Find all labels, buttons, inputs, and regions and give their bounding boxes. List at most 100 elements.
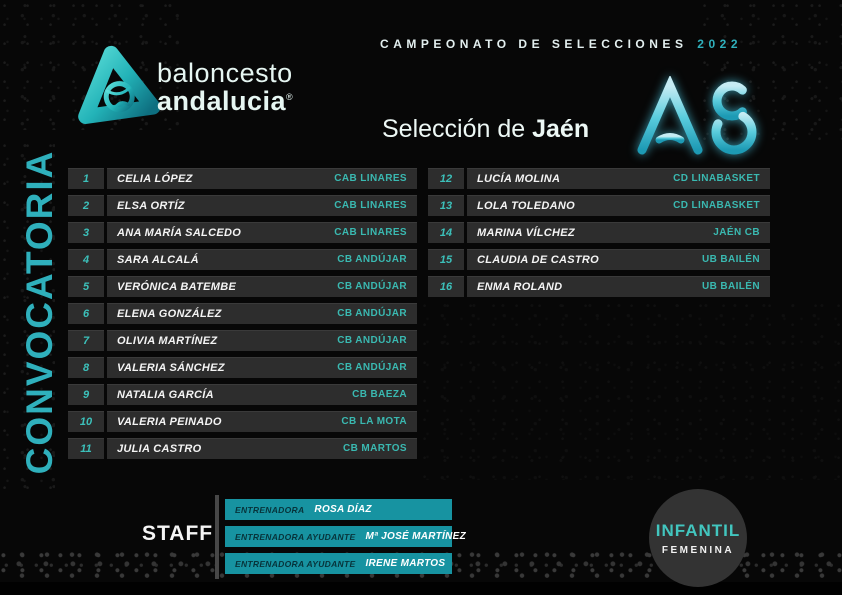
- player-number: 9: [68, 384, 104, 405]
- player-name: ELENA GONZÁLEZ: [117, 307, 222, 320]
- player-number: 7: [68, 330, 104, 351]
- player-number: 2: [68, 195, 104, 216]
- category-badge: INFANTIL FEMENINA: [649, 489, 747, 587]
- player-club: UB BAILÉN: [701, 281, 760, 292]
- player-bar: CLAUDIA DE CASTRO UB BAILÉN: [467, 249, 770, 270]
- player-number: 15: [428, 249, 464, 270]
- player-bar: LUCÍA MOLINA CD LINABASKET: [467, 168, 770, 189]
- roster-row: 10 VALERIA PEINADO CB LA MOTA: [68, 411, 417, 432]
- player-number: 4: [68, 249, 104, 270]
- roster-row: 1 CELIA LÓPEZ CAB LINARES: [68, 168, 417, 189]
- baloncesto-andalucia-logo-icon: [60, 40, 172, 141]
- selection-team-name: Jaén: [532, 115, 590, 143]
- player-name: NATALIA GARCÍA: [117, 388, 214, 401]
- player-number: 6: [68, 303, 104, 324]
- player-bar: VALERIA PEINADO CB LA MOTA: [107, 411, 417, 432]
- player-bar: ELSA ORTÍZ CAB LINARES: [107, 195, 417, 216]
- staff-divider: [215, 495, 219, 579]
- staff-member-name: Mª JOSÉ MARTÍNEZ: [365, 531, 466, 542]
- roster-row: 16 ENMA ROLAND UB BAILÉN: [428, 276, 770, 297]
- player-club: CAB LINARES: [334, 200, 407, 211]
- category-gender: FEMENINA: [661, 544, 735, 556]
- campeonato-header: CAMPEONATO DE SELECCIONES 2022: [380, 37, 742, 51]
- player-bar: SARA ALCALÁ CB ANDÚJAR: [107, 249, 417, 270]
- player-number: 12: [428, 168, 464, 189]
- player-club: CAB LINARES: [334, 173, 407, 184]
- player-number: 13: [428, 195, 464, 216]
- player-name: ENMA ROLAND: [477, 280, 563, 293]
- convocatoria-vertical-label: CONVOCATORIA: [19, 149, 60, 475]
- staff-role-label: ENTRENADORA AYUDANTE: [235, 558, 356, 569]
- roster-row: 8 VALERIA SÁNCHEZ CB ANDÚJAR: [68, 357, 417, 378]
- campeonato-label: CAMPEONATO DE SELECCIONES: [380, 37, 688, 51]
- roster-row: 5 VERÓNICA BATEMBE CB ANDÚJAR: [68, 276, 417, 297]
- roster-row: 4 SARA ALCALÁ CB ANDÚJAR: [68, 249, 417, 270]
- player-bar: NATALIA GARCÍA CB BAEZA: [107, 384, 417, 405]
- roster-row: 6 ELENA GONZÁLEZ CB ANDÚJAR: [68, 303, 417, 324]
- staff-role-label: ENTRENADORA AYUDANTE: [235, 531, 356, 542]
- category-level: INFANTIL: [655, 520, 741, 540]
- player-name: OLIVIA MARTÍNEZ: [117, 334, 218, 347]
- player-club: CD LINABASKET: [673, 200, 760, 211]
- roster-row: 2 ELSA ORTÍZ CAB LINARES: [68, 195, 417, 216]
- player-name: LUCÍA MOLINA: [477, 172, 561, 185]
- player-name: LOLA TOLEDANO: [477, 199, 576, 212]
- player-club: CB ANDÚJAR: [337, 362, 407, 373]
- player-bar: JULIA CASTRO CB MARTOS: [107, 438, 417, 459]
- player-number: 5: [68, 276, 104, 297]
- player-name: SARA ALCALÁ: [117, 253, 199, 266]
- player-bar: OLIVIA MARTÍNEZ CB ANDÚJAR: [107, 330, 417, 351]
- player-club: CB BAEZA: [352, 389, 407, 400]
- staff-list: ENTRENADORA ROSA DÍAZ ENTRENADORA AYUDAN…: [225, 499, 466, 574]
- player-name: JULIA CASTRO: [117, 442, 202, 455]
- selection-title-prefix: Selección de: [382, 115, 533, 143]
- selection-title: Selección de Jaén: [382, 115, 589, 144]
- player-club: UB BAILÉN: [701, 254, 760, 265]
- registered-mark: ®: [286, 91, 294, 102]
- player-name: VALERIA SÁNCHEZ: [117, 361, 225, 374]
- player-club: CB ANDÚJAR: [337, 254, 407, 265]
- a8-neon-logo-icon: [628, 74, 768, 165]
- player-name: VALERIA PEINADO: [117, 415, 222, 428]
- player-number: 16: [428, 276, 464, 297]
- player-number: 11: [68, 438, 104, 459]
- roster-row: 12 LUCÍA MOLINA CD LINABASKET: [428, 168, 770, 189]
- staff-bar: ENTRENADORA ROSA DÍAZ: [225, 499, 452, 520]
- player-bar: ENMA ROLAND UB BAILÉN: [467, 276, 770, 297]
- roster-column-left: 1 CELIA LÓPEZ CAB LINARES 2 ELSA ORTÍZ C…: [68, 168, 417, 459]
- roster-row: 13 LOLA TOLEDANO CD LINABASKET: [428, 195, 770, 216]
- roster-row: 7 OLIVIA MARTÍNEZ CB ANDÚJAR: [68, 330, 417, 351]
- player-name: CELIA LÓPEZ: [117, 172, 193, 185]
- player-number: 10: [68, 411, 104, 432]
- roster-row: 15 CLAUDIA DE CASTRO UB BAILÉN: [428, 249, 770, 270]
- player-club: CB LA MOTA: [341, 416, 407, 427]
- player-bar: LOLA TOLEDANO CD LINABASKET: [467, 195, 770, 216]
- staff-bar: ENTRENADORA AYUDANTE Mª JOSÉ MARTÍNEZ: [225, 526, 466, 547]
- staff-bar: ENTRENADORA AYUDANTE IRENE MARTOS: [225, 553, 452, 574]
- brand-line1: baloncesto: [157, 58, 293, 88]
- player-club: CD LINABASKET: [673, 173, 760, 184]
- roster-row: 14 MARINA VÍLCHEZ JAÉN CB: [428, 222, 770, 243]
- player-name: ANA MARÍA SALCEDO: [117, 226, 242, 239]
- brand-wordmark: baloncesto andalucia®: [157, 58, 294, 115]
- campeonato-year: 2022: [697, 37, 742, 51]
- player-club: CB MARTOS: [343, 443, 407, 454]
- player-club: CB ANDÚJAR: [337, 335, 407, 346]
- staff-heading: STAFF: [142, 522, 214, 545]
- player-club: CB ANDÚJAR: [337, 308, 407, 319]
- staff-member-name: ROSA DÍAZ: [314, 504, 372, 515]
- player-club: JAÉN CB: [713, 227, 760, 238]
- player-name: MARINA VÍLCHEZ: [477, 226, 575, 239]
- player-bar: CELIA LÓPEZ CAB LINARES: [107, 168, 417, 189]
- roster-row: 9 NATALIA GARCÍA CB BAEZA: [68, 384, 417, 405]
- player-bar: VERÓNICA BATEMBE CB ANDÚJAR: [107, 276, 417, 297]
- player-number: 8: [68, 357, 104, 378]
- player-number: 3: [68, 222, 104, 243]
- player-club: CB ANDÚJAR: [337, 281, 407, 292]
- roster-column-right: 12 LUCÍA MOLINA CD LINABASKET 13 LOLA TO…: [428, 168, 770, 297]
- grunge-texture: [420, 300, 842, 480]
- roster-row: 11 JULIA CASTRO CB MARTOS: [68, 438, 417, 459]
- player-bar: VALERIA SÁNCHEZ CB ANDÚJAR: [107, 357, 417, 378]
- player-number: 14: [428, 222, 464, 243]
